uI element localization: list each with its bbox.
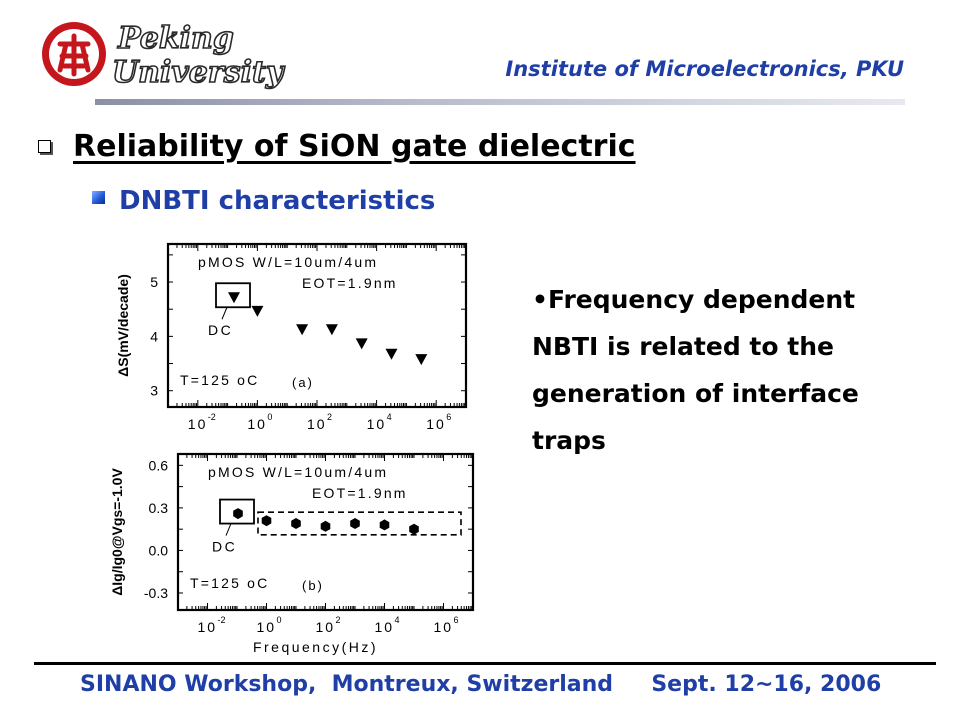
header-divider — [95, 99, 905, 105]
annotation-eot: EOT=1.9nm — [302, 275, 398, 291]
data-point — [350, 518, 360, 529]
y-tick-label: 5 — [150, 274, 158, 290]
footer-divider — [34, 662, 936, 665]
y-tick-label: 0.6 — [149, 457, 169, 473]
square-bullet-icon — [92, 190, 105, 204]
x-tick-label: 10 — [367, 416, 387, 432]
annotation-panel: (b) — [302, 578, 324, 593]
data-point — [251, 305, 264, 317]
pku-seal-icon — [42, 22, 106, 86]
data-point — [415, 354, 428, 366]
x-tick-exponent: -2 — [218, 615, 226, 625]
data-point — [379, 519, 390, 531]
bullet-point: •Frequency dependent NBTI is related to … — [532, 285, 859, 455]
x-tick-label: 10 — [316, 619, 336, 635]
annotation-eot: EOT=1.9nm — [312, 485, 408, 501]
x-tick-label: 10 — [434, 619, 454, 635]
data-point — [355, 338, 368, 350]
x-axis-label: Frequency(Hz) — [253, 639, 378, 655]
dashed-region — [257, 511, 462, 536]
y-axis-label: ΔIg/Ig0@Vgs=-1.0V — [109, 468, 125, 596]
annotation-temperature: T=125 oC — [180, 372, 259, 388]
logo-text-line2: University — [112, 55, 286, 90]
x-tick-label: 10 — [375, 619, 395, 635]
data-point — [291, 518, 301, 529]
y-tick-label: 0.3 — [149, 500, 169, 516]
x-tick-exponent: 6 — [454, 615, 459, 625]
data-point — [409, 523, 419, 535]
data-point — [385, 348, 398, 360]
dc-label: DC — [212, 539, 237, 555]
data-point — [296, 324, 309, 336]
x-tick-exponent: -2 — [208, 412, 216, 422]
annotation-panel: (a) — [292, 375, 314, 390]
dc-arrow — [221, 307, 228, 320]
institute-name: Institute of Microelectronics, PKU — [505, 57, 904, 81]
x-tick-label: 10 — [257, 619, 277, 635]
y-tick-label: 4 — [150, 328, 158, 344]
data-point — [320, 520, 331, 532]
plot-frame — [166, 242, 468, 409]
annotation-device: pMOS W/L=10um/4um — [198, 254, 378, 270]
dc-box — [219, 498, 255, 525]
y-tick-label: 0.0 — [149, 542, 169, 558]
annotation-device: pMOS W/L=10um/4um — [208, 464, 388, 480]
footer-text: SINANO Workshop, Montreux, Switzerland S… — [80, 672, 882, 697]
chart-panel-b: 10 -2 10 0 10 2 10 4 10 6-0.30.00.30.6ΔIg/Ig0@Vgs… — [109, 452, 475, 655]
annotation-temperature: T=125 oC — [190, 575, 269, 591]
peking-university-logo: Peking University — [42, 20, 287, 91]
checkbox-bullet-icon — [38, 139, 51, 153]
dc-label: DC — [208, 322, 233, 338]
dc-box — [215, 282, 251, 309]
y-axis-label: ΔS(mV/decade) — [115, 274, 131, 377]
x-tick-label: 10 — [307, 416, 327, 432]
x-tick-exponent: 2 — [336, 615, 341, 625]
dc-data-point — [233, 508, 243, 520]
x-tick-exponent: 4 — [387, 412, 392, 422]
plot-frame — [176, 452, 475, 612]
x-tick-label: 10 — [426, 416, 446, 432]
data-point — [325, 324, 338, 336]
x-tick-label: 10 — [188, 416, 208, 432]
x-tick-exponent: 6 — [446, 412, 451, 422]
x-tick-label: 10 — [247, 416, 267, 432]
x-tick-exponent: 0 — [277, 615, 282, 625]
x-tick-exponent: 4 — [395, 615, 400, 625]
x-tick-exponent: 2 — [327, 412, 332, 422]
title-row: Reliability of SiON gate dielectric — [38, 126, 636, 166]
x-tick-label: 10 — [198, 619, 218, 635]
dc-arrow — [225, 523, 232, 536]
y-tick-label: -0.3 — [144, 585, 168, 601]
y-tick-label: 3 — [150, 383, 158, 399]
subtitle-row: DNBTI characteristics — [92, 186, 435, 216]
slide-subtitle: DNBTI characteristics — [119, 186, 436, 216]
slide-title: Reliability of SiON gate dielectric — [73, 128, 636, 164]
dc-data-point — [228, 292, 240, 304]
data-point — [261, 515, 272, 527]
logo-text-line1: Peking — [117, 21, 234, 56]
x-tick-exponent: 0 — [267, 412, 272, 422]
